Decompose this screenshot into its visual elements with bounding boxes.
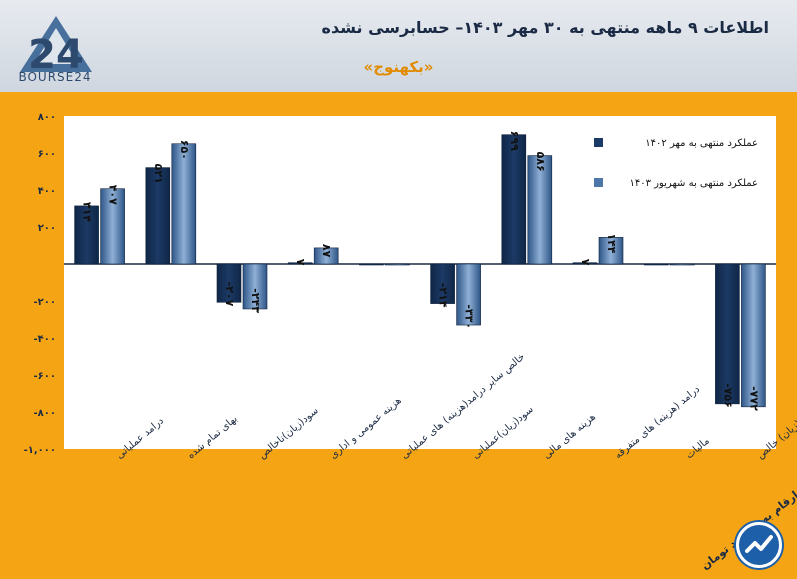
bar-s1: [216, 263, 242, 303]
bar-value-label: -۲۰۷: [223, 282, 236, 307]
bar-s1: [145, 167, 171, 265]
bourse24-logo: 24: [20, 16, 92, 78]
chart-area: ۸۰۰ ۶۰۰ ۴۰۰ ۲۰۰ -۲۰۰ -۴۰۰ -۶۰۰ -۸۰۰ -۱,۰۰۰ ۳۱۴ ۴۰۷…: [0, 92, 797, 575]
bar-s1: [74, 205, 99, 265]
legend-swatch: [594, 138, 603, 147]
bar-s1: [287, 262, 313, 265]
y-tick-label: -۶۰۰: [34, 371, 56, 382]
legend-label: عملکرد منتهی به شهریور ۱۴۰۳: [629, 178, 758, 189]
legend-label: عملکرد منتهی به مهر ۱۴۰۲: [645, 138, 758, 149]
bar-s2: [171, 143, 197, 265]
bar-s2: [385, 263, 410, 266]
bar-value-label: ۵۲۱: [152, 164, 165, 184]
bar-value-label: ۶۵۰: [178, 140, 191, 160]
bar-s1: [643, 263, 669, 266]
bar-value-label: -۲۱۴: [437, 283, 450, 308]
company-name: «بکهنوج»: [363, 58, 434, 76]
bar-value-label: -۷۵۶: [721, 383, 734, 408]
bar-s2: [100, 188, 125, 265]
bar-s2: [598, 237, 624, 265]
y-tick-label: -۲۰۰: [34, 297, 56, 308]
bar-s1: [501, 134, 527, 265]
bar-value-label: -۳۳۰: [463, 304, 476, 329]
logo-text: BOURSE24: [18, 70, 92, 84]
bar-value-label: ۷: [579, 259, 592, 266]
bar-s1: [715, 263, 740, 405]
page-title: اطلاعات ۹ ماهه منتهی به ۳۰ مهر ۱۴۰۳– حسا…: [321, 18, 769, 37]
bar-chart: ۸۰۰ ۶۰۰ ۴۰۰ ۲۰۰ -۲۰۰ -۴۰۰ -۶۰۰ -۸۰۰ -۱,۰۰۰ ۳۱۴ ۴۰۷…: [24, 112, 797, 461]
legend: عملکرد منتهی به مهر ۱۴۰۲ عملکرد منتهی به …: [594, 138, 758, 189]
bar-value-label: -۷۷۲: [747, 386, 760, 411]
header-band: 24 BOURSE24 اطلاعات ۹ ماهه منتهی به ۳۰ م…: [0, 0, 797, 92]
plot-area: [64, 116, 776, 449]
chart-badge-icon: [736, 522, 782, 568]
bar-value-label: -۲۴۳: [249, 288, 262, 313]
bar-s1: [359, 263, 384, 266]
logo-mark: 24: [28, 32, 84, 78]
y-tick-label: ۴۰۰: [38, 186, 56, 197]
y-tick-label: -۸۰۰: [34, 408, 56, 419]
bar-value-label: ۵۸۶: [534, 152, 547, 172]
y-tick-label: -۴۰۰: [34, 334, 56, 345]
y-tick-label: -۱,۰۰۰: [24, 445, 56, 456]
bar-value-label: ۳۱۴: [81, 202, 94, 222]
bar-s2: [242, 263, 268, 310]
y-tick-label: ۸۰۰: [38, 112, 56, 123]
bar-s2: [741, 263, 766, 408]
bar-value-label: ۱۴۴: [605, 233, 618, 253]
bar-s1: [572, 262, 598, 265]
bar-s1: [430, 263, 455, 304]
bar-value-label: ۴۰۷: [107, 185, 120, 205]
bar-s2: [313, 247, 339, 265]
bar-s2: [527, 155, 553, 265]
bar-s2: [456, 263, 481, 326]
bar-value-label: ۶۹۹: [508, 131, 521, 151]
bar-value-label: ۸۷: [320, 244, 333, 258]
legend-swatch: [594, 178, 603, 187]
bar-value-label: ۷: [294, 259, 307, 266]
bar-s2: [669, 263, 695, 266]
y-tick-label: ۶۰۰: [38, 149, 56, 160]
y-tick-label: ۲۰۰: [38, 223, 56, 234]
